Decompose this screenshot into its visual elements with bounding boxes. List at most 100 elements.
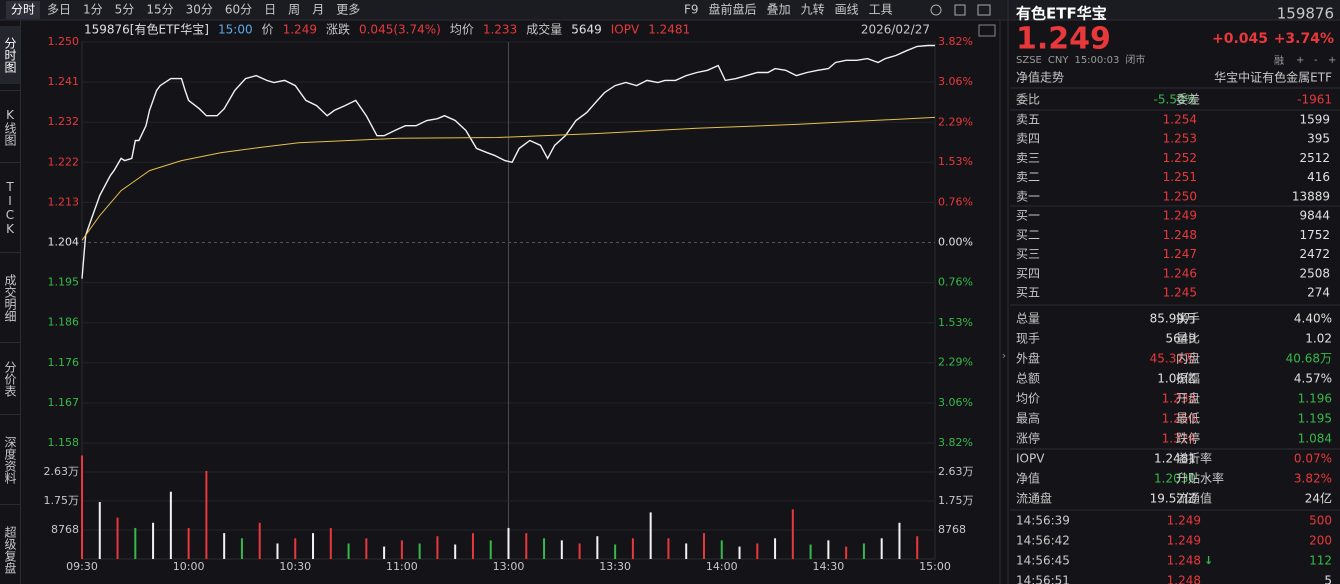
side-tab[interactable]: 超级复盘 xyxy=(3,526,17,574)
toolbar-bg xyxy=(0,0,1340,20)
stat-label: 升贴水率 xyxy=(1176,471,1224,486)
volume-bar xyxy=(578,543,581,559)
order-label: 卖三 xyxy=(1016,151,1040,165)
side-tab[interactable]: 分价表 xyxy=(3,361,17,397)
side-tabs: 分时图 K线图 TICK 成交明细分价表深度资料超级复盘 xyxy=(0,20,21,584)
toolbar-button[interactable]: 日 xyxy=(264,3,276,17)
side-tab[interactable]: 深度资料 xyxy=(3,436,17,484)
volume-tick-label: 8768 xyxy=(51,523,79,536)
stat-label: 委比 xyxy=(1016,93,1040,107)
trade-time: 14:56:42 xyxy=(1016,534,1070,548)
settings-icon[interactable] xyxy=(930,4,942,16)
order-label: 买一 xyxy=(1016,209,1040,223)
toolbar-button[interactable]: 工具 xyxy=(869,3,893,17)
y2-tick-label: 0.76% xyxy=(938,275,973,288)
y2-tick-label: 1.53% xyxy=(938,155,973,168)
volume-bar xyxy=(223,533,226,559)
side-tab[interactable]: 成交明细 xyxy=(3,274,17,322)
tab-separator xyxy=(0,504,20,505)
volume-bar xyxy=(454,544,457,559)
volume-bar xyxy=(418,543,421,559)
tab-separator xyxy=(0,342,20,343)
toolbar-button[interactable]: 5分 xyxy=(115,3,135,17)
more-icon[interactable] xyxy=(977,4,991,16)
y-tick-label: 1.186 xyxy=(48,316,80,329)
nav-trend-link[interactable]: 净值走势 xyxy=(1016,70,1064,85)
add-icon[interactable]: - xyxy=(1314,55,1318,66)
side-tab[interactable]: TICK xyxy=(3,180,17,236)
y2-tick-label: 3.82% xyxy=(938,436,973,449)
order-volume: 416 xyxy=(1307,170,1330,184)
toolbar-button[interactable]: 盘前盘后 xyxy=(709,2,757,17)
info-item: 均价 xyxy=(450,23,474,37)
stat-label: 总量 xyxy=(1016,312,1040,326)
stat-label: 振幅 xyxy=(1176,371,1200,386)
toolbar-button[interactable]: 60分 xyxy=(225,3,252,17)
info-date: 2026/02/27 xyxy=(861,23,930,37)
window-icon[interactable] xyxy=(954,4,966,16)
x-tick-label: 13:30 xyxy=(599,560,631,573)
collapse-arrow[interactable]: › xyxy=(1002,349,1006,362)
y-tick-label: 1.222 xyxy=(48,155,80,168)
stat-value: 0.07% xyxy=(1294,452,1332,466)
stat-label: 换手 xyxy=(1176,312,1200,326)
volume-bar xyxy=(258,522,261,559)
stat-label: 均价 xyxy=(1016,392,1040,406)
volume-bar xyxy=(312,533,315,559)
volume-tick-label: 8768 xyxy=(938,523,966,536)
volume-bar xyxy=(596,536,599,559)
volume-bar xyxy=(631,538,634,559)
volume-tick-label: 1.75万 xyxy=(938,494,974,507)
order-volume: 395 xyxy=(1307,132,1330,146)
order-volume: 274 xyxy=(1307,286,1330,300)
add-icon[interactable]: + xyxy=(1328,55,1336,66)
trade-volume: 500 xyxy=(1309,514,1332,528)
volume-bar xyxy=(276,543,279,559)
info-item: IOPV xyxy=(611,23,640,37)
last-price: 1.249 xyxy=(1016,22,1111,57)
toolbar-button[interactable]: 分时 xyxy=(11,3,35,17)
toolbar-button[interactable]: 1分 xyxy=(83,3,103,17)
export-icon[interactable] xyxy=(978,24,996,37)
toolbar-button[interactable]: 更多 xyxy=(336,3,360,17)
trade-volume: 5 xyxy=(1324,574,1332,584)
volume-bar xyxy=(187,527,190,559)
toolbar-button[interactable]: 九转 xyxy=(801,2,825,17)
order-price: 1.248 xyxy=(1163,228,1197,242)
info-item: 价 xyxy=(262,23,274,37)
order-label: 卖四 xyxy=(1016,132,1040,146)
toolbar-button[interactable]: 周 xyxy=(288,3,300,17)
volume-bar xyxy=(880,538,883,559)
add-icon[interactable]: + xyxy=(1296,55,1304,66)
y-tick-label: 1.204 xyxy=(48,236,80,249)
toolbar-button[interactable]: 画线 xyxy=(835,3,859,17)
price-change: +0.045 xyxy=(1212,31,1268,47)
volume-bar xyxy=(525,533,528,559)
toolbar-button[interactable]: F9 xyxy=(684,3,699,17)
toolbar-button[interactable]: 月 xyxy=(312,3,324,17)
stat-value: 1.2481 xyxy=(1154,452,1196,466)
volume-bar xyxy=(116,517,119,559)
trade-arrow: ↓ xyxy=(1204,554,1213,567)
trade-price: 1.248 xyxy=(1167,574,1201,584)
toolbar-button[interactable]: 15分 xyxy=(146,3,173,17)
side-tab[interactable]: 分时图 xyxy=(0,26,20,84)
toolbar-button[interactable]: 叠加 xyxy=(767,3,791,17)
stat-value: 40.68万 xyxy=(1286,352,1332,366)
y-tick-label: 1.195 xyxy=(48,276,80,289)
quote-meta: CNY xyxy=(1048,55,1069,66)
side-tab[interactable]: K线图 xyxy=(3,108,17,146)
stat-label: 溢折率 xyxy=(1176,451,1212,466)
trade-time: 14:56:45 xyxy=(1016,554,1070,568)
volume-bar xyxy=(667,538,670,559)
stat-value: 1.195 xyxy=(1298,412,1332,426)
volume-bar xyxy=(205,471,208,559)
toolbar-button[interactable]: 30分 xyxy=(186,3,213,17)
stat-label: 总额 xyxy=(1016,372,1040,386)
stat-value: 19.52亿 xyxy=(1150,491,1196,506)
order-price: 1.246 xyxy=(1163,266,1197,280)
toolbar-button[interactable]: 多日 xyxy=(47,3,71,17)
stat-value: 1.02 xyxy=(1305,332,1332,346)
stat-label: 涨停 xyxy=(1016,431,1040,446)
stat-label: 净值 xyxy=(1016,471,1040,486)
